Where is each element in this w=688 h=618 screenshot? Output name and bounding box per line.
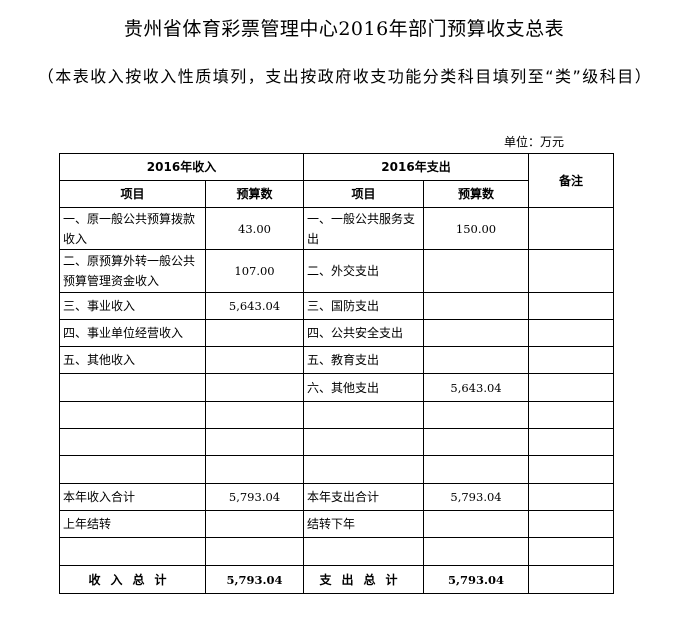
note-cell: [528, 373, 614, 402]
expense-amount-cell: [423, 537, 529, 566]
expense-amount-header: 预算数: [423, 180, 529, 208]
income-amount-cell: [205, 346, 304, 374]
income-amount-cell: [205, 510, 304, 538]
expense-amount-cell: 5,793.04: [423, 483, 529, 511]
income-header: 2016年收入: [59, 153, 304, 181]
table-row: [59, 455, 614, 484]
note-cell: [528, 483, 614, 511]
expense-amount-cell: [423, 401, 529, 429]
table-row: 二、原预算外转一般公共预算管理资金收入 107.00 二、外交支出: [59, 249, 614, 293]
table-row: 六、其他支出 5,643.04: [59, 373, 614, 402]
income-amount-cell: 5,643.04: [205, 292, 304, 320]
note-cell: [528, 510, 614, 538]
income-item-cell: 三、事业收入: [59, 292, 206, 320]
income-item-cell: 五、其他收入: [59, 346, 206, 374]
table-row: [59, 537, 614, 566]
page-subtitle: （本表收入按收入性质填列，支出按政府收支功能分类科目填列至“类”级科目）: [37, 67, 653, 86]
expense-amount-cell: 5,643.04: [423, 373, 529, 402]
expense-amount-cell: [423, 510, 529, 538]
income-amount-cell: [205, 319, 304, 347]
table-row: [59, 401, 614, 429]
expense-item-cell: 三、国防支出: [303, 292, 424, 320]
income-amount-cell: [205, 537, 304, 566]
note-cell: [528, 207, 614, 250]
page-title: 贵州省体育彩票管理中心2016年部门预算收支总表: [123, 18, 565, 40]
expense-item-cell: 二、外交支出: [303, 249, 424, 293]
income-total-label: 收入总计: [59, 565, 206, 594]
expense-total-value: 5,793.04: [423, 565, 529, 594]
expense-item-cell: [303, 428, 424, 456]
expense-item-cell: 五、教育支出: [303, 346, 424, 374]
note-cell: [528, 537, 614, 566]
income-amount-cell: [205, 455, 304, 484]
expense-item-cell: [303, 455, 424, 484]
income-item-cell: 四、事业单位经营收入: [59, 319, 206, 347]
header-row: 2016年收入 2016年支出 备注: [59, 153, 614, 208]
expense-item-cell: 一、一般公共服务支出: [303, 207, 424, 250]
income-amount-cell: 107.00: [205, 249, 304, 293]
income-item-cell: 本年收入合计: [59, 483, 206, 511]
note-cell: [528, 292, 614, 320]
note-header: 备注: [528, 153, 614, 208]
income-amount-cell: 43.00: [205, 207, 304, 250]
table-row: 四、事业单位经营收入 四、公共安全支出: [59, 319, 614, 347]
table-row: 五、其他收入 五、教育支出: [59, 346, 614, 374]
expense-amount-cell: [423, 319, 529, 347]
income-item-cell: [59, 428, 206, 456]
income-amount-cell: [205, 428, 304, 456]
unit-label: 单位：万元: [503, 135, 564, 149]
note-cell: [528, 401, 614, 429]
expense-item-cell: [303, 537, 424, 566]
total-note: [528, 565, 614, 594]
expense-amount-cell: [423, 455, 529, 484]
expense-total-label: 支出总计: [303, 565, 424, 594]
table-row: 三、事业收入 5,643.04 三、国防支出: [59, 292, 614, 320]
income-amount-cell: [205, 373, 304, 402]
expense-item-cell: 四、公共安全支出: [303, 319, 424, 347]
expense-item-header: 项目: [303, 180, 424, 208]
table-row: 上年结转 结转下年: [59, 510, 614, 538]
expense-amount-cell: [423, 346, 529, 374]
subheader-row: 项目 预算数 项目 预算数: [59, 180, 614, 208]
table-row: [59, 428, 614, 456]
note-cell: [528, 455, 614, 484]
expense-item-cell: 六、其他支出: [303, 373, 424, 402]
expense-item-cell: 结转下年: [303, 510, 424, 538]
income-item-cell: [59, 401, 206, 429]
income-item-cell: 上年结转: [59, 510, 206, 538]
income-item-header: 项目: [59, 180, 206, 208]
income-item-cell: [59, 373, 206, 402]
table-body: 一、原一般公共预算拨款收入 43.00 一、一般公共服务支出 150.00 二、原预算外…: [59, 207, 614, 566]
table-row: 一、原一般公共预算拨款收入 43.00 一、一般公共服务支出 150.00: [59, 207, 614, 250]
table-row: 本年收入合计 5,793.04 本年支出合计 5,793.04: [59, 483, 614, 511]
income-item-cell: [59, 537, 206, 566]
expense-item-cell: 本年支出合计: [303, 483, 424, 511]
note-cell: [528, 428, 614, 456]
expense-item-cell: [303, 401, 424, 429]
income-amount-cell: [205, 401, 304, 429]
expense-amount-cell: 150.00: [423, 207, 529, 250]
expense-amount-cell: [423, 292, 529, 320]
income-item-cell: [59, 455, 206, 484]
income-total-value: 5,793.04: [205, 565, 304, 594]
income-amount-cell: 5,793.04: [205, 483, 304, 511]
expense-amount-cell: [423, 428, 529, 456]
expense-header: 2016年支出: [303, 153, 529, 181]
budget-table: 2016年收入 2016年支出 备注 项目 预算数 项目 预算数 一、原一般公共…: [59, 153, 614, 594]
income-item-cell: 一、原一般公共预算拨款收入: [59, 207, 206, 250]
grand-total-row: 收入总计 5,793.04 支出总计 5,793.04: [59, 565, 614, 594]
note-cell: [528, 346, 614, 374]
note-cell: [528, 249, 614, 293]
expense-amount-cell: [423, 249, 529, 293]
income-amount-header: 预算数: [205, 180, 304, 208]
income-item-cell: 二、原预算外转一般公共预算管理资金收入: [59, 249, 206, 293]
note-cell: [528, 319, 614, 347]
